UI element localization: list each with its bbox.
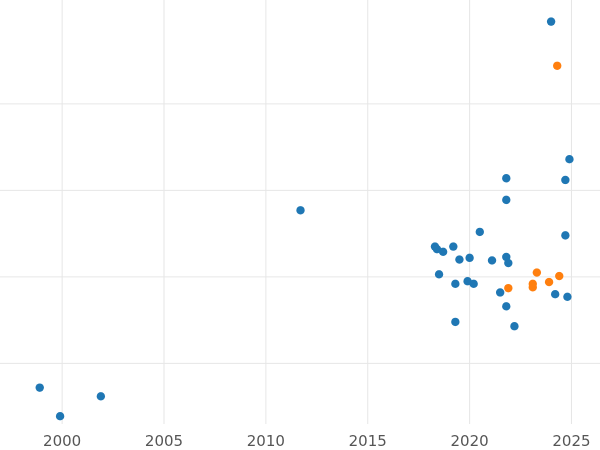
data-point-blue — [502, 195, 511, 205]
data-point-blue — [434, 270, 444, 279]
data-point-blue — [550, 290, 560, 299]
data-point-blue — [35, 383, 44, 392]
x-axis-tick-labels: 2000 2005 2010 2015 2020 2025 — [43, 432, 591, 450]
data-point-blue — [487, 256, 497, 265]
x-tick-label: 2025 — [552, 432, 590, 450]
x-tick-label: 2020 — [451, 432, 489, 450]
data-point-orange — [504, 283, 513, 293]
data-point-orange — [553, 61, 562, 70]
data-point-blue — [296, 206, 305, 215]
x-tick-label: 2015 — [349, 432, 387, 450]
data-point-blue — [502, 302, 511, 311]
data-point-orange — [532, 268, 542, 277]
data-point-blue — [449, 242, 458, 251]
data-point-blue — [495, 288, 505, 297]
data-points — [35, 17, 574, 421]
data-point-blue — [465, 253, 474, 263]
y-gridlines — [0, 103, 600, 364]
data-point-orange — [544, 277, 554, 287]
data-point-blue — [565, 155, 574, 164]
data-point-blue — [451, 279, 460, 289]
data-point-blue — [502, 174, 511, 183]
data-point-blue — [455, 255, 464, 264]
data-point-blue — [504, 258, 513, 268]
data-point-blue — [55, 412, 65, 421]
data-point-orange — [555, 271, 564, 281]
data-point-blue — [451, 317, 460, 327]
data-point-blue — [475, 227, 484, 237]
data-point-blue — [563, 292, 572, 301]
x-tick-label: 2005 — [145, 432, 183, 450]
x-tick-label: 2010 — [247, 432, 285, 450]
x-tick-label: 2000 — [43, 432, 81, 450]
data-point-blue — [510, 322, 519, 331]
data-point-blue — [469, 279, 478, 289]
x-gridlines — [61, 0, 572, 424]
data-point-orange — [528, 279, 537, 289]
data-point-blue — [561, 231, 570, 240]
data-point-blue — [438, 247, 448, 257]
data-point-blue — [96, 392, 106, 401]
data-point-blue — [546, 17, 556, 26]
data-point-blue — [561, 175, 570, 185]
